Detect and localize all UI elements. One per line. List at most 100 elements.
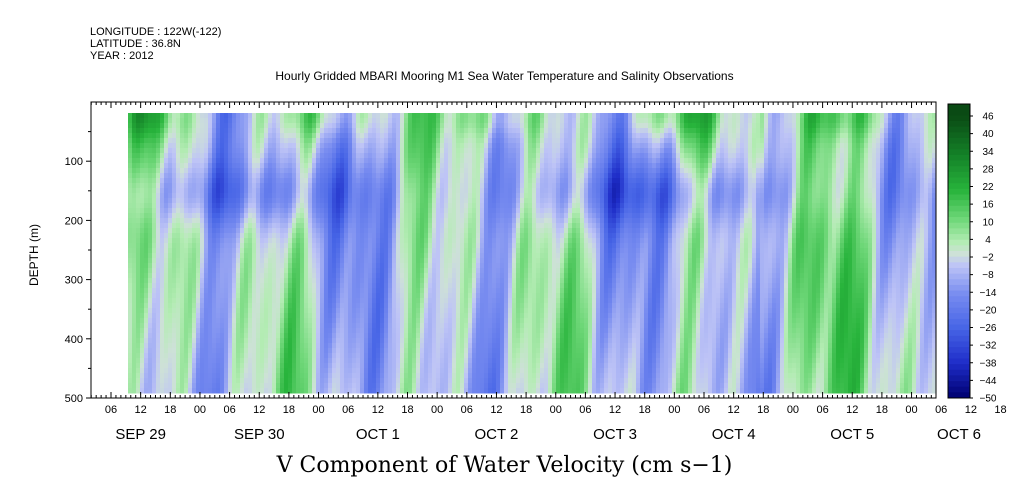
velocity-cell: [460, 353, 465, 359]
velocity-cell: [172, 273, 177, 279]
velocity-cell: [304, 178, 309, 184]
velocity-cell: [436, 333, 441, 339]
velocity-cell: [380, 318, 385, 324]
velocity-cell: [304, 113, 309, 119]
velocity-cell: [328, 133, 333, 139]
velocity-cell: [204, 298, 209, 304]
velocity-cell: [312, 183, 317, 189]
velocity-cell: [128, 263, 133, 269]
velocity-cell: [276, 173, 281, 179]
velocity-cell: [248, 308, 253, 314]
velocity-cell: [468, 333, 473, 339]
velocity-cell: [268, 353, 273, 359]
velocity-cell: [132, 318, 137, 324]
velocity-cell: [280, 133, 285, 139]
velocity-cell: [352, 268, 357, 274]
velocity-cell: [416, 343, 421, 349]
velocity-cell: [132, 323, 137, 329]
velocity-cell: [280, 243, 285, 249]
velocity-cell: [316, 188, 321, 194]
velocity-cell: [172, 123, 177, 129]
velocity-cell: [360, 343, 365, 349]
velocity-cell: [176, 118, 181, 124]
velocity-cell: [252, 213, 257, 219]
velocity-cell: [220, 258, 225, 264]
velocity-cell: [236, 113, 241, 119]
velocity-cell: [316, 358, 321, 364]
velocity-cell: [448, 273, 453, 279]
velocity-cell: [264, 178, 269, 184]
velocity-cell: [232, 178, 237, 184]
velocity-cell: [376, 118, 381, 124]
velocity-cell: [204, 183, 209, 189]
velocity-cell: [432, 303, 437, 309]
velocity-cell: [140, 328, 145, 334]
velocity-cell: [332, 373, 337, 379]
velocity-cell: [200, 198, 205, 204]
velocity-cell: [388, 378, 393, 384]
velocity-cell: [220, 303, 225, 309]
velocity-cell: [284, 358, 289, 364]
velocity-cell: [376, 128, 381, 134]
velocity-cell: [412, 353, 417, 359]
velocity-cell: [284, 258, 289, 264]
velocity-cell: [352, 348, 357, 354]
velocity-cell: [144, 173, 149, 179]
velocity-cell: [260, 153, 265, 159]
velocity-cell: [332, 328, 337, 334]
velocity-cell: [424, 293, 429, 299]
velocity-cell: [440, 133, 445, 139]
velocity-cell: [444, 278, 449, 284]
velocity-cell: [424, 143, 429, 149]
velocity-cell: [448, 263, 453, 269]
velocity-cell: [160, 163, 165, 169]
velocity-cell: [416, 183, 421, 189]
velocity-cell: [184, 278, 189, 284]
velocity-cell: [208, 228, 213, 234]
velocity-cell: [240, 183, 245, 189]
velocity-cell: [140, 263, 145, 269]
velocity-cell: [308, 158, 313, 164]
velocity-cell: [428, 153, 433, 159]
velocity-cell: [268, 203, 273, 209]
velocity-cell: [316, 113, 321, 119]
velocity-cell: [404, 213, 409, 219]
velocity-cell: [432, 188, 437, 194]
velocity-cell: [232, 213, 237, 219]
velocity-cell: [300, 323, 305, 329]
velocity-cell: [388, 298, 393, 304]
velocity-cell: [480, 353, 485, 359]
velocity-cell: [328, 148, 333, 154]
velocity-cell: [460, 193, 465, 199]
velocity-cell: [444, 248, 449, 254]
velocity-cell: [344, 268, 349, 274]
velocity-cell: [312, 368, 317, 374]
velocity-cell: [464, 323, 469, 329]
velocity-cell: [416, 333, 421, 339]
velocity-cell: [204, 288, 209, 294]
velocity-cell: [420, 318, 425, 324]
velocity-cell: [256, 243, 261, 249]
velocity-cell: [148, 158, 153, 164]
velocity-cell: [388, 343, 393, 349]
velocity-cell: [168, 138, 173, 144]
velocity-cell: [220, 338, 225, 344]
velocity-cell: [208, 208, 213, 214]
velocity-cell: [408, 203, 413, 209]
velocity-cell: [320, 193, 325, 199]
velocity-cell: [368, 228, 373, 234]
velocity-cell: [312, 178, 317, 184]
velocity-cell: [168, 328, 173, 334]
velocity-cell: [476, 238, 481, 244]
velocity-cell: [432, 358, 437, 364]
velocity-cell: [184, 348, 189, 354]
velocity-cell: [460, 248, 465, 254]
velocity-cell: [172, 158, 177, 164]
velocity-cell: [456, 303, 461, 309]
velocity-cell: [304, 118, 309, 124]
velocity-cell: [188, 143, 193, 149]
velocity-cell: [336, 248, 341, 254]
velocity-cell: [428, 203, 433, 209]
velocity-cell: [456, 243, 461, 249]
velocity-cell: [448, 303, 453, 309]
